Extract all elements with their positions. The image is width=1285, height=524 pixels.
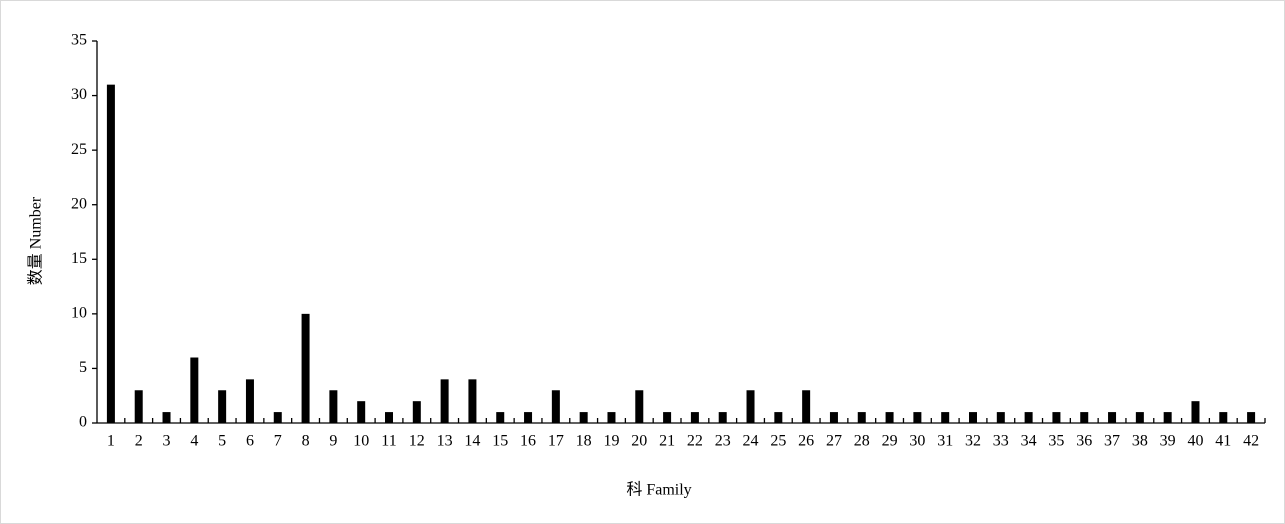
y-tick-label: 15 <box>71 250 87 267</box>
bar <box>134 390 143 423</box>
x-tick-label: 10 <box>353 433 369 450</box>
bar <box>969 412 977 423</box>
bar <box>301 313 310 423</box>
y-tick-label: 10 <box>71 305 87 322</box>
bar <box>579 412 588 423</box>
y-tick-label: 5 <box>79 359 87 376</box>
bar <box>1247 412 1256 423</box>
bar <box>635 390 644 423</box>
bar <box>245 379 254 423</box>
x-tick-label: 37 <box>1104 433 1120 450</box>
bar <box>190 357 199 423</box>
bar <box>1052 412 1061 423</box>
bar <box>524 412 533 423</box>
y-tick-label: 0 <box>79 414 87 431</box>
x-tick-label: 15 <box>492 433 508 450</box>
x-tick-label: 36 <box>1076 433 1092 450</box>
x-tick-label: 24 <box>743 433 759 450</box>
bar <box>1108 412 1117 423</box>
x-tick-label: 42 <box>1243 433 1259 450</box>
y-tick-label: 30 <box>71 86 87 103</box>
x-tick-label: 16 <box>520 433 536 450</box>
x-tick-label: 21 <box>659 433 675 450</box>
bar <box>468 379 477 423</box>
x-tick-label: 5 <box>218 433 226 450</box>
x-tick-label: 28 <box>854 433 870 450</box>
x-tick-label: 7 <box>274 433 282 450</box>
bar <box>357 401 366 423</box>
bar <box>1024 412 1033 423</box>
bar <box>440 379 449 423</box>
x-tick-label: 32 <box>965 433 981 450</box>
x-tick-label: 22 <box>687 433 703 450</box>
bar <box>1191 401 1200 423</box>
x-tick-label: 1 <box>107 433 115 450</box>
x-tick-label: 26 <box>798 433 814 450</box>
bar <box>718 412 727 423</box>
x-tick-label: 8 <box>302 433 310 450</box>
bar <box>885 412 894 423</box>
x-tick-label: 13 <box>437 433 453 450</box>
x-tick-label: 38 <box>1132 433 1148 450</box>
bar <box>551 390 560 423</box>
y-axis-title: 数量 Number <box>27 196 45 285</box>
bar <box>690 412 699 423</box>
x-tick-label: 9 <box>329 433 337 450</box>
bar <box>996 412 1005 423</box>
x-tick-label: 18 <box>576 433 592 450</box>
bar <box>329 390 338 423</box>
x-tick-label: 12 <box>409 433 425 450</box>
bar <box>1219 412 1228 423</box>
bar <box>941 412 950 423</box>
x-tick-label: 33 <box>993 433 1009 450</box>
x-tick-label: 30 <box>909 433 925 450</box>
x-tick-label: 11 <box>381 433 396 450</box>
x-tick-label: 20 <box>631 433 647 450</box>
x-tick-label: 34 <box>1021 433 1037 450</box>
bar <box>273 412 282 423</box>
bar <box>412 401 421 423</box>
bar <box>829 412 838 423</box>
x-tick-label: 39 <box>1160 433 1176 450</box>
x-tick-label: 4 <box>190 433 198 450</box>
bar <box>663 412 672 423</box>
x-tick-label: 27 <box>826 433 842 450</box>
x-tick-label: 40 <box>1187 433 1203 450</box>
x-tick-label: 29 <box>882 433 898 450</box>
x-tick-label: 23 <box>715 433 731 450</box>
x-tick-label: 31 <box>937 433 953 450</box>
bar <box>218 390 227 423</box>
x-axis-title: 科 Family <box>626 481 691 499</box>
bar <box>746 390 755 423</box>
x-tick-label: 6 <box>246 433 254 450</box>
y-tick-label: 35 <box>71 32 87 49</box>
bar <box>1135 412 1144 423</box>
bar <box>385 412 393 423</box>
bar <box>607 412 616 423</box>
bar <box>802 390 811 423</box>
x-tick-label: 17 <box>548 433 564 450</box>
bar <box>1080 412 1089 423</box>
y-tick-label: 25 <box>71 141 87 158</box>
bar <box>162 412 171 423</box>
x-tick-label: 41 <box>1215 433 1231 450</box>
bar <box>106 84 115 424</box>
x-tick-label: 25 <box>770 433 786 450</box>
bar <box>774 412 783 423</box>
x-tick-label: 3 <box>163 433 171 450</box>
x-tick-label: 14 <box>464 433 480 450</box>
x-tick-label: 19 <box>603 433 619 450</box>
bar <box>1163 412 1172 423</box>
x-tick-label: 2 <box>135 433 143 450</box>
x-tick-label: 35 <box>1048 433 1064 450</box>
bar <box>496 412 505 423</box>
bar <box>913 412 922 423</box>
y-tick-label: 20 <box>71 195 87 212</box>
bar <box>857 412 866 423</box>
